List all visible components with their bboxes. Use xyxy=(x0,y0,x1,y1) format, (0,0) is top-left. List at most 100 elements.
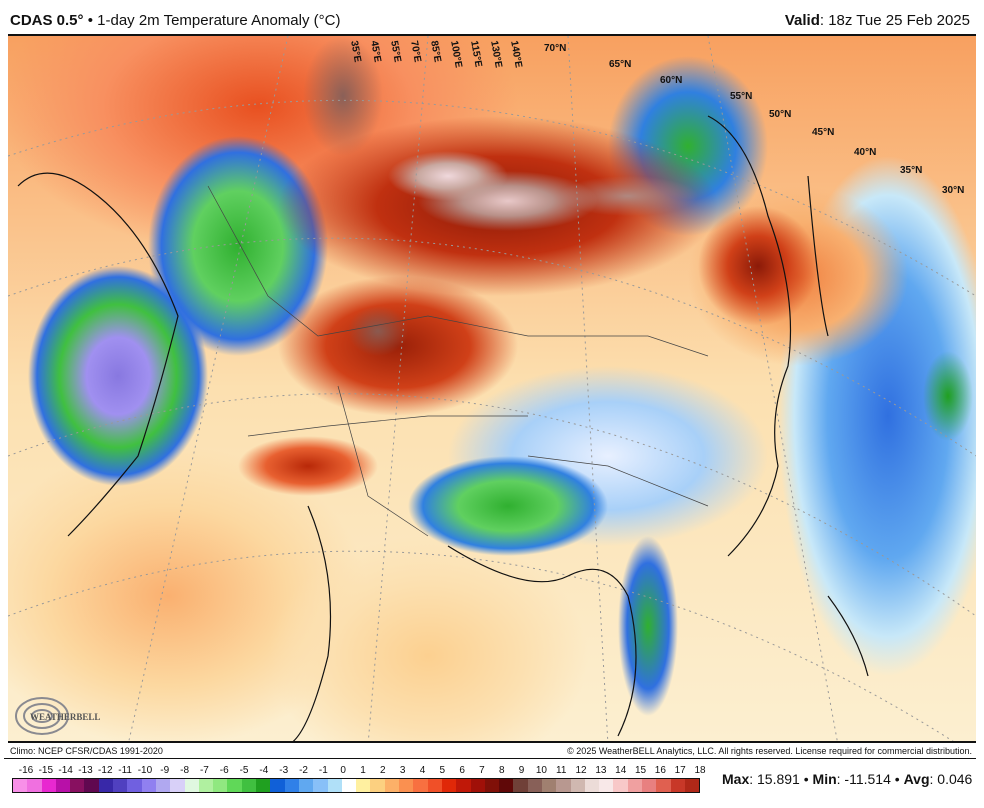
colorbar-tick-label: -1 xyxy=(318,765,328,776)
lat-label: 70°N xyxy=(544,43,567,54)
colorbar-tick-label: 10 xyxy=(535,765,547,776)
colorbar-swatch xyxy=(127,779,142,792)
lat-label: 40°N xyxy=(854,147,877,158)
valid-value: : 18z Tue 25 Feb 2025 xyxy=(819,12,970,29)
avg-label: Avg xyxy=(903,771,930,787)
lat-label: 50°N xyxy=(769,109,792,120)
colorbar-swatch xyxy=(642,779,657,792)
colorbar-swatch xyxy=(413,779,428,792)
model-name: CDAS 0.5 xyxy=(10,12,78,29)
min-value: : -11.514 xyxy=(836,771,891,787)
colorbar-tick-label: -5 xyxy=(239,765,249,776)
colorbar-swatch xyxy=(341,779,357,792)
colorbar-swatch xyxy=(370,779,385,792)
coastlines xyxy=(17,115,869,741)
colorbar-tick-label: -9 xyxy=(160,765,170,776)
colorbar-swatch xyxy=(470,779,485,792)
colorbar-tick-label: -2 xyxy=(299,765,308,776)
colorbar-swatch xyxy=(627,779,643,792)
colorbar-tick-label: -10 xyxy=(137,765,153,776)
temperature-anomaly-map[interactable]: 35°E 45°E 55°E 70°E 85°E 100°E 115°E 130… xyxy=(8,34,976,743)
colorbar-tick-label: -14 xyxy=(58,765,73,776)
valid-time: Valid: 18z Tue 25 Feb 2025 xyxy=(785,12,970,29)
colorbar-swatch xyxy=(527,779,542,792)
colorbar-tick-label: 8 xyxy=(498,765,505,776)
colorbar-swatch xyxy=(198,779,214,792)
colorbar-tick-label: 7 xyxy=(479,765,485,776)
colorbar-tick-label: -12 xyxy=(98,765,113,776)
colorbar-tick-label: 11 xyxy=(556,765,567,776)
colorbar-tick-label: 13 xyxy=(595,765,607,776)
climo-note: Climo: NCEP CFSR/CDAS 1991-2020 xyxy=(10,746,163,756)
colorbar-swatch xyxy=(556,779,571,792)
colorbar-labels: -16 -15 -14 -13 -12 -11 -10 -9 -8 -7 -6 -5 -4 -3 -2 -1 0… xyxy=(12,765,708,777)
bullet: • xyxy=(894,771,900,787)
colorbar-tick-label: 17 xyxy=(674,765,686,776)
colorbar-tick-label: -13 xyxy=(78,765,93,776)
colorbar-tick-label: -15 xyxy=(38,765,54,776)
lat-label: 30°N xyxy=(942,185,965,196)
colorbar-tick-label: -6 xyxy=(219,765,229,776)
colorbar-swatch xyxy=(484,779,500,792)
stats: Max: 15.891 • Min: -11.514 • Avg: 0.046 xyxy=(722,771,972,787)
colorbar-swatch xyxy=(327,779,342,792)
divider xyxy=(4,758,976,759)
lat-label: 65°N xyxy=(609,59,632,70)
avg-value: : 0.046 xyxy=(929,771,973,787)
country-borders xyxy=(207,185,709,537)
colorbar-swatch xyxy=(456,779,471,792)
colorbar-swatch xyxy=(670,779,685,792)
colorbar-swatch xyxy=(256,779,271,792)
colorbar-swatch xyxy=(141,779,156,792)
colorbar-tick-label: 5 xyxy=(439,765,446,776)
copyright: © 2025 WeatherBELL Analytics, LLC. All r… xyxy=(567,746,972,756)
colorbar-swatch xyxy=(98,779,114,792)
colorbar-swatch xyxy=(384,779,400,792)
bullet: • xyxy=(87,12,93,29)
colorbar-swatch xyxy=(427,779,442,792)
colorbar-swatch xyxy=(55,779,71,792)
colorbar-swatch xyxy=(70,779,85,792)
colorbar-swatch xyxy=(613,779,628,792)
degree-sign: ° xyxy=(77,12,84,29)
colorbar xyxy=(12,778,700,793)
colorbar-swatch xyxy=(27,779,42,792)
colorbar-swatch xyxy=(356,779,371,792)
colorbar-tick-label: -4 xyxy=(259,765,269,776)
colorbar-tick-label: -8 xyxy=(180,765,190,776)
lat-label: 45°N xyxy=(812,127,835,138)
colorbar-tick-label: -3 xyxy=(279,765,289,776)
colorbar-tick-label: 4 xyxy=(419,765,426,776)
colorbar-swatch xyxy=(584,779,600,792)
map-borders xyxy=(8,36,976,741)
lat-label: 35°N xyxy=(900,165,923,176)
colorbar-swatch xyxy=(170,779,185,792)
colorbar-tick-label: 6 xyxy=(459,765,465,776)
colorbar-swatch xyxy=(84,779,99,792)
graticule xyxy=(8,36,976,741)
colorbar-tick-label: -7 xyxy=(199,765,209,776)
colorbar-swatch xyxy=(399,779,414,792)
colorbar-swatch xyxy=(313,779,328,792)
colorbar-swatch xyxy=(513,779,528,792)
colorbar-swatch xyxy=(113,779,128,792)
colorbar-tick-label: 0 xyxy=(340,765,346,776)
colorbar-swatch xyxy=(155,779,171,792)
lat-label: 55°N xyxy=(730,91,753,102)
valid-label: Valid xyxy=(784,12,820,29)
colorbar-tick-label: 12 xyxy=(575,765,587,776)
colorbar-swatch xyxy=(284,779,299,792)
colorbar-tick-label: 9 xyxy=(518,765,525,776)
svg-text:WEATHERBELL: WEATHERBELL xyxy=(30,712,100,722)
max-value: : 15.891 xyxy=(749,771,800,787)
colorbar-tick-label: 2 xyxy=(380,765,386,776)
colorbar-tick-label: 1 xyxy=(360,765,366,776)
min-label: Min xyxy=(812,771,837,787)
bullet: • xyxy=(803,771,809,787)
colorbar-swatch xyxy=(227,779,242,792)
colorbar-swatch xyxy=(656,779,671,792)
colorbar-tick-label: 14 xyxy=(615,765,627,776)
weatherbell-logo: WEATHERBELL xyxy=(12,694,102,739)
colorbar-swatch xyxy=(213,779,228,792)
colorbar-tick-label: 3 xyxy=(399,765,406,776)
